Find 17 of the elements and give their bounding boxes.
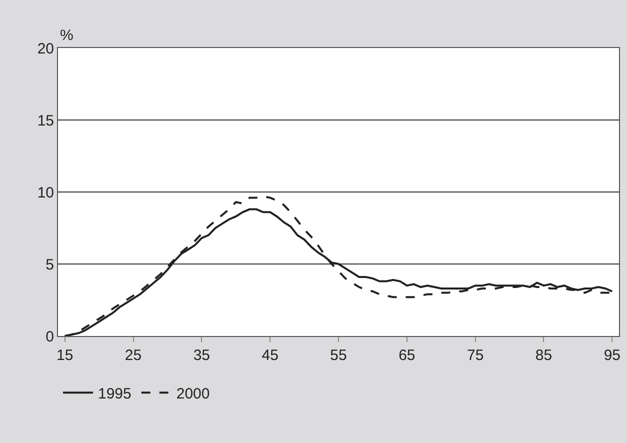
x-tick-label: 85 (535, 347, 552, 364)
x-tick-label: 15 (56, 347, 74, 364)
x-tick-label: 55 (330, 347, 347, 364)
x-tick-label: 25 (124, 347, 142, 364)
y-tick-label: 0 (46, 328, 54, 346)
y-tick-label: 5 (46, 256, 54, 274)
x-tick-label: 65 (398, 347, 416, 364)
y-tick-label: 20 (37, 40, 54, 58)
y-tick-label: 15 (37, 112, 54, 130)
legend-label: 2000 (176, 385, 210, 402)
y-tick-label: 10 (37, 184, 54, 202)
x-tick-label: 95 (604, 347, 621, 364)
legend-label: 1995 (98, 385, 132, 402)
x-tick-label: 75 (466, 347, 484, 364)
y-axis-title: % (60, 27, 74, 44)
x-tick-label: 35 (193, 347, 210, 364)
x-tick-label: 45 (262, 347, 278, 364)
